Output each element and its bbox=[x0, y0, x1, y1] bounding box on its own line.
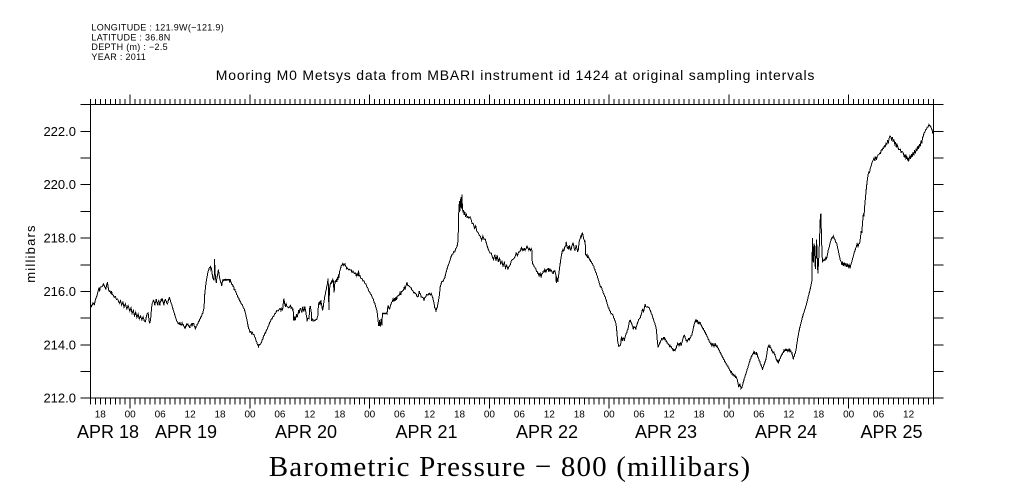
svg-text:06: 06 bbox=[634, 410, 646, 421]
svg-text:APR 24: APR 24 bbox=[755, 422, 817, 442]
svg-text:millibars: millibars bbox=[23, 224, 38, 282]
svg-text:Mooring M0 Metsys data from MB: Mooring M0 Metsys data from MBARI instru… bbox=[216, 67, 815, 83]
svg-text:00: 00 bbox=[604, 410, 616, 421]
svg-text:06: 06 bbox=[753, 410, 765, 421]
svg-text:12: 12 bbox=[185, 410, 197, 421]
svg-text:06: 06 bbox=[155, 410, 167, 421]
svg-text:12: 12 bbox=[424, 410, 436, 421]
svg-text:APR 20: APR 20 bbox=[275, 422, 337, 442]
svg-text:LONGITUDE : 121.9W(−121.9): LONGITUDE : 121.9W(−121.9) bbox=[91, 23, 224, 33]
svg-text:18: 18 bbox=[454, 410, 466, 421]
svg-text:APR 25: APR 25 bbox=[860, 422, 922, 442]
svg-text:APR 23: APR 23 bbox=[635, 422, 697, 442]
svg-text:APR 21: APR 21 bbox=[395, 422, 457, 442]
svg-text:18: 18 bbox=[574, 410, 586, 421]
svg-text:DEPTH (m) : −2.5: DEPTH (m) : −2.5 bbox=[91, 42, 168, 52]
svg-text:12: 12 bbox=[783, 410, 795, 421]
svg-text:00: 00 bbox=[125, 410, 137, 421]
svg-text:06: 06 bbox=[873, 410, 885, 421]
svg-text:06: 06 bbox=[514, 410, 526, 421]
svg-text:00: 00 bbox=[244, 410, 256, 421]
svg-text:00: 00 bbox=[723, 410, 735, 421]
svg-text:220.0: 220.0 bbox=[43, 177, 76, 192]
svg-text:APR 19: APR 19 bbox=[155, 422, 217, 442]
svg-text:18: 18 bbox=[334, 410, 346, 421]
svg-text:APR 18: APR 18 bbox=[77, 422, 139, 442]
svg-text:06: 06 bbox=[394, 410, 406, 421]
svg-text:YEAR : 2011: YEAR : 2011 bbox=[91, 52, 146, 62]
svg-text:12: 12 bbox=[664, 410, 676, 421]
svg-text:212.0: 212.0 bbox=[43, 391, 76, 406]
svg-text:12: 12 bbox=[903, 410, 915, 421]
svg-text:Barometric Pressure − 800 (mil: Barometric Pressure − 800 (millibars) bbox=[269, 451, 752, 483]
svg-text:LATITUDE : 36.8N: LATITUDE : 36.8N bbox=[91, 32, 170, 42]
svg-text:12: 12 bbox=[304, 410, 316, 421]
svg-text:APR 22: APR 22 bbox=[516, 422, 578, 442]
svg-text:214.0: 214.0 bbox=[43, 337, 76, 352]
svg-text:00: 00 bbox=[843, 410, 855, 421]
svg-text:18: 18 bbox=[693, 410, 705, 421]
svg-text:216.0: 216.0 bbox=[43, 284, 76, 299]
svg-text:18: 18 bbox=[95, 410, 107, 421]
svg-text:06: 06 bbox=[274, 410, 286, 421]
svg-text:218.0: 218.0 bbox=[43, 231, 76, 246]
svg-text:00: 00 bbox=[484, 410, 496, 421]
svg-text:18: 18 bbox=[214, 410, 226, 421]
svg-text:222.0: 222.0 bbox=[43, 124, 76, 139]
svg-text:12: 12 bbox=[544, 410, 556, 421]
svg-text:18: 18 bbox=[813, 410, 825, 421]
svg-text:00: 00 bbox=[364, 410, 376, 421]
